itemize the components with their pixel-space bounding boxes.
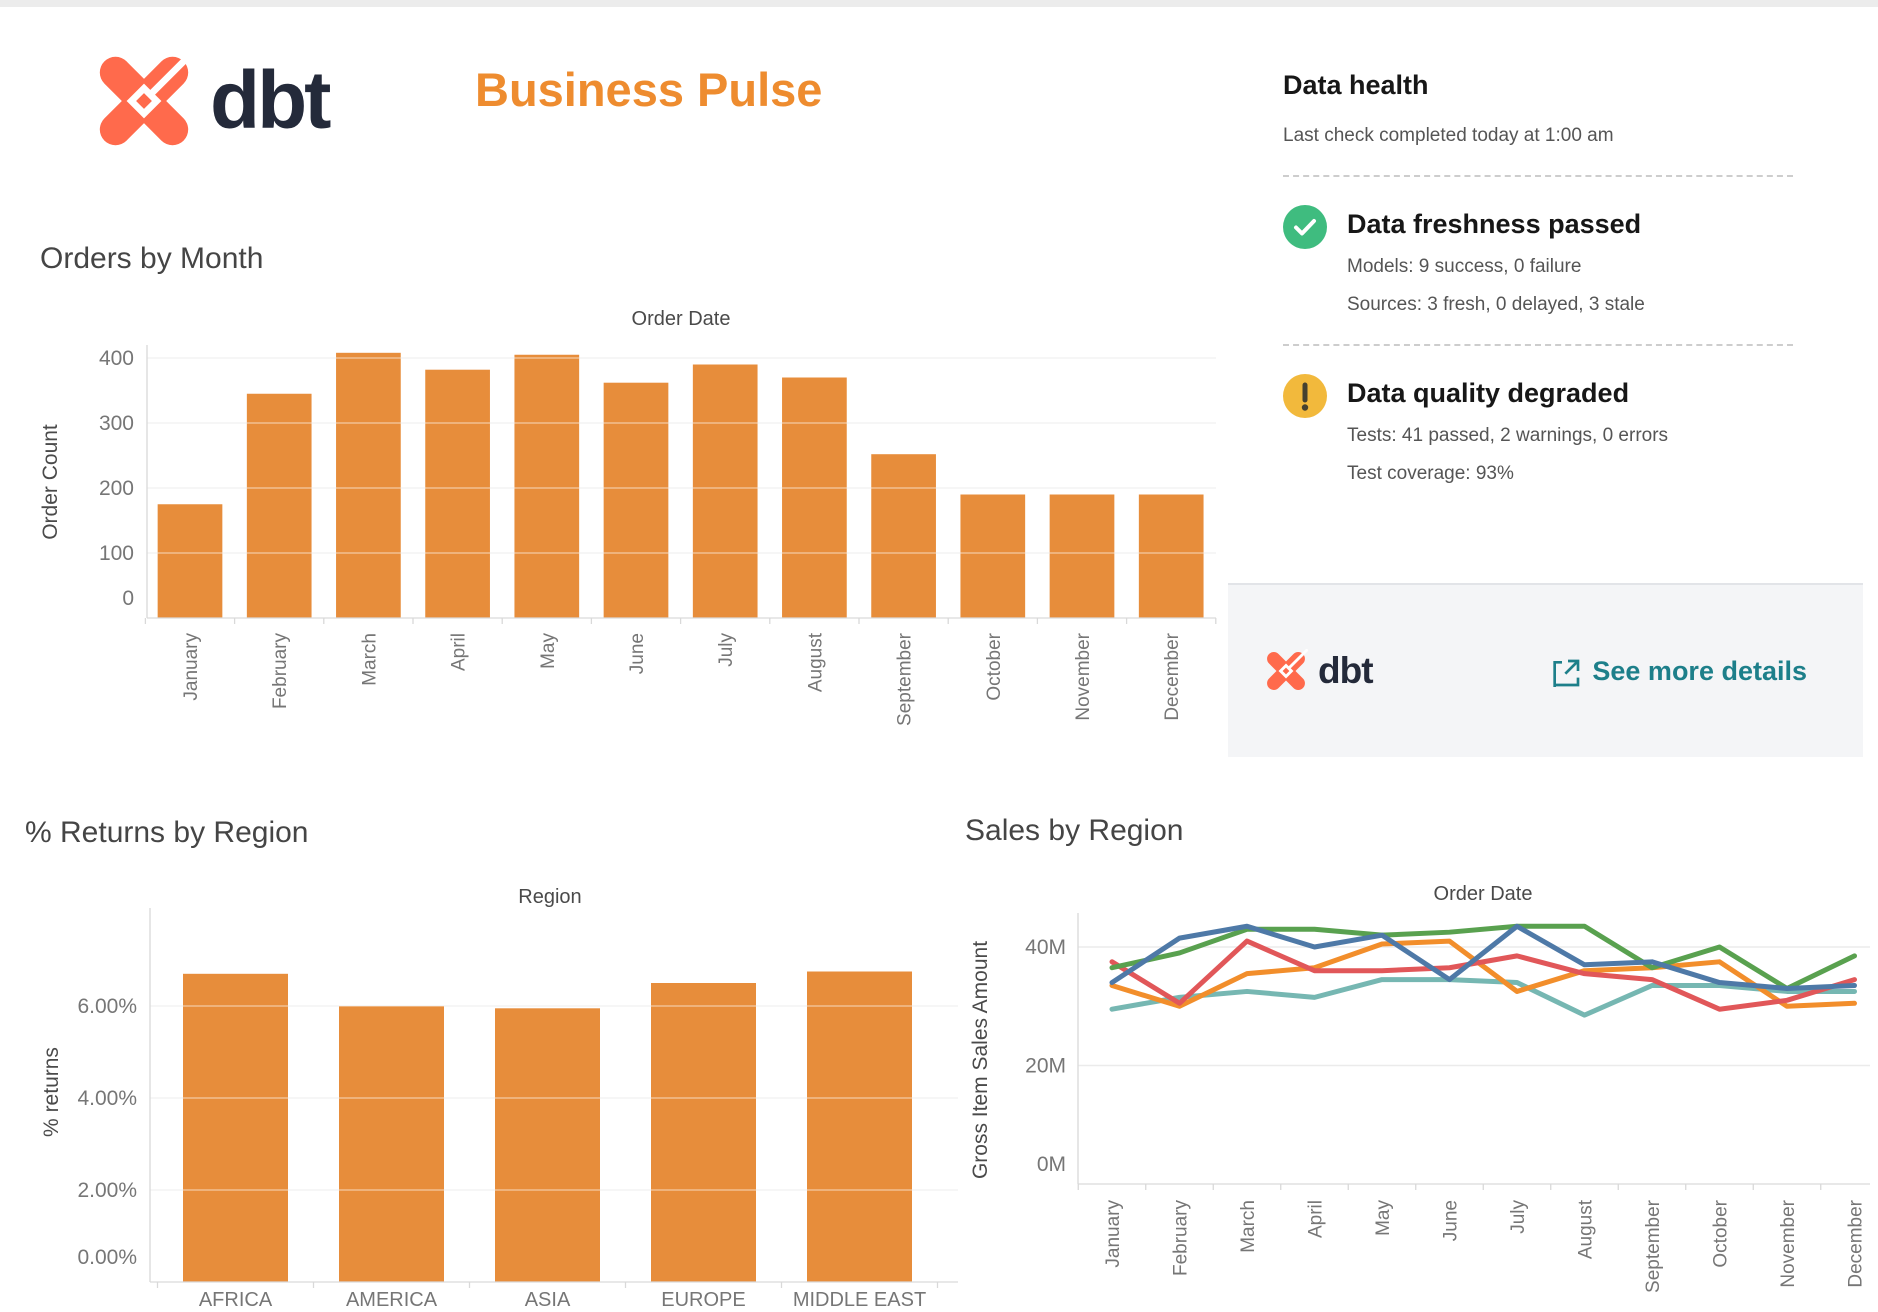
svg-text:September: September xyxy=(1643,1199,1664,1293)
dbt-footer-brand: dbt xyxy=(1262,647,1374,695)
returns-by-region-chart[interactable]: 0.00% 2.00% 4.00% 6.00% AFRICA AMERICA ASIA EUR… xyxy=(15,870,975,1312)
svg-text:June: June xyxy=(1441,1200,1462,1241)
orders-by-month-chart[interactable]: 0 100 200 300 400 January February March April Ma… xyxy=(30,245,1230,785)
dashed-divider xyxy=(1283,175,1793,177)
svg-text:ASIA: ASIA xyxy=(525,1289,571,1311)
svg-text:Order Date: Order Date xyxy=(1434,883,1533,905)
svg-text:4.00%: 4.00% xyxy=(77,1087,137,1110)
svg-text:February: February xyxy=(1171,1200,1192,1277)
data-freshness-item: Data freshness passed Models: 9 success,… xyxy=(1283,205,1878,316)
see-more-details-link[interactable]: See more details xyxy=(1548,655,1807,687)
svg-text:March: March xyxy=(359,633,380,686)
data-freshness-title: Data freshness passed xyxy=(1347,209,1642,239)
svg-text:Order Date: Order Date xyxy=(632,308,731,330)
svg-text:January: January xyxy=(1103,1200,1124,1268)
svg-text:MIDDLE EAST: MIDDLE EAST xyxy=(793,1289,926,1311)
svg-text:300: 300 xyxy=(99,412,134,435)
check-icon xyxy=(1283,205,1327,249)
dashboard-title: Business Pulse xyxy=(475,63,823,116)
svg-text:0: 0 xyxy=(122,587,134,610)
svg-text:EUROPE: EUROPE xyxy=(661,1289,745,1311)
svg-text:March: March xyxy=(1238,1200,1259,1253)
svg-text:August: August xyxy=(805,632,826,692)
svg-text:40M: 40M xyxy=(1025,936,1066,959)
tests-status: Tests: 41 passed, 2 warnings, 0 errors xyxy=(1347,425,1669,446)
svg-text:July: July xyxy=(716,633,737,667)
svg-text:September: September xyxy=(895,632,916,726)
svg-text:AFRICA: AFRICA xyxy=(199,1289,273,1311)
data-health-footer: dbt See more details xyxy=(1228,583,1863,757)
dbt-wordmark: dbt xyxy=(210,55,331,146)
sources-status: Sources: 3 fresh, 0 delayed, 3 stale xyxy=(1347,294,1645,315)
svg-text:October: October xyxy=(1711,1199,1732,1267)
svg-text:August: August xyxy=(1576,1199,1597,1259)
svg-text:2.00%: 2.00% xyxy=(77,1179,137,1202)
svg-text:April: April xyxy=(449,633,470,671)
test-coverage: Test coverage: 93% xyxy=(1347,463,1514,484)
data-quality-item: Data quality degraded Tests: 41 passed, … xyxy=(1283,374,1878,485)
svg-text:June: June xyxy=(627,633,648,674)
svg-text:200: 200 xyxy=(99,477,134,500)
sales-by-region-title: Sales by Region xyxy=(965,814,1184,847)
svg-text:May: May xyxy=(1373,1200,1394,1236)
svg-text:0M: 0M xyxy=(1037,1153,1066,1176)
svg-text:October: October xyxy=(984,632,1005,700)
svg-text:0.00%: 0.00% xyxy=(77,1246,137,1269)
svg-text:January: January xyxy=(181,633,202,701)
top-edge-strip xyxy=(0,0,1878,7)
svg-text:Gross Item Sales Amount: Gross Item Sales Amount xyxy=(969,941,992,1179)
dbt-logo-icon xyxy=(99,49,196,146)
models-status: Models: 9 success, 0 failure xyxy=(1347,256,1582,277)
svg-text:6.00%: 6.00% xyxy=(77,995,137,1018)
dbt-logo-icon xyxy=(1267,648,1309,690)
svg-text:November: November xyxy=(1778,1199,1799,1287)
svg-text:100: 100 xyxy=(99,542,134,565)
svg-text:December: December xyxy=(1162,632,1183,720)
data-health-heading: Data health xyxy=(1283,70,1429,100)
orders-by-month-title: Orders by Month xyxy=(40,242,264,275)
svg-text:Region: Region xyxy=(518,886,581,908)
see-more-details-label: See more details xyxy=(1592,655,1807,686)
external-link-icon xyxy=(1553,659,1580,687)
header: dbt xyxy=(88,36,331,166)
returns-by-region-title: % Returns by Region xyxy=(25,816,309,849)
sales-by-region-chart[interactable]: 0M 20M 40M January February March April May June… xyxy=(958,858,1878,1312)
svg-text:December: December xyxy=(1846,1199,1867,1287)
svg-text:May: May xyxy=(538,633,559,669)
svg-text:Order Count: Order Count xyxy=(39,424,62,540)
svg-text:20M: 20M xyxy=(1025,1055,1066,1078)
dbt-footer-wordmark: dbt xyxy=(1318,650,1374,691)
svg-text:April: April xyxy=(1306,1200,1327,1238)
warning-icon xyxy=(1283,374,1327,418)
svg-text:% returns: % returns xyxy=(40,1047,63,1137)
svg-text:November: November xyxy=(1073,632,1094,720)
dashed-divider xyxy=(1283,344,1793,346)
svg-text:February: February xyxy=(270,633,291,710)
data-health-panel: Data health Last check completed today a… xyxy=(1283,70,1878,485)
svg-text:AMERICA: AMERICA xyxy=(346,1289,438,1311)
svg-text:400: 400 xyxy=(99,347,134,370)
svg-text:July: July xyxy=(1508,1200,1529,1234)
data-quality-title: Data quality degraded xyxy=(1347,378,1630,408)
data-health-subtitle: Last check completed today at 1:00 am xyxy=(1283,125,1614,146)
